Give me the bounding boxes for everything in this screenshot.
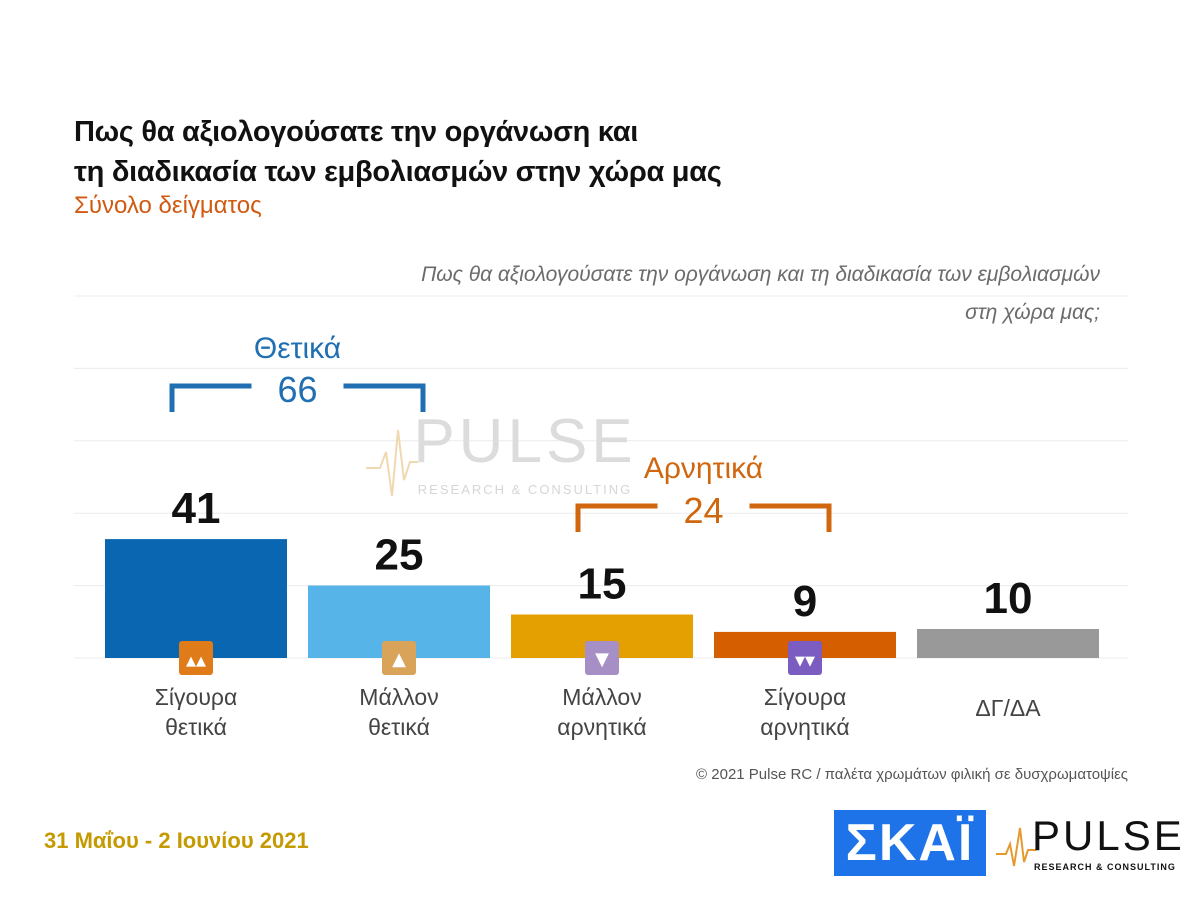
- skai-logo: ΣΚΑΪ: [834, 810, 986, 876]
- chart-title-line-2: τη διαδικασία των εμβολιασμών στην χώρα …: [74, 156, 722, 188]
- category-label: Σίγουρα: [764, 684, 847, 710]
- chart-title-line-1: Πως θα αξιολογούσατε την οργάνωση και: [74, 116, 638, 148]
- category-label: Μάλλον: [359, 684, 438, 710]
- data-label: 15: [578, 560, 627, 609]
- survey-date: 31 Μαΐου - 2 Ιουνίου 2021: [44, 828, 309, 853]
- group-label: Αρνητικά: [644, 452, 763, 485]
- category-label: Σίγουρα: [155, 684, 238, 710]
- category-label: Μάλλον: [562, 684, 641, 710]
- data-label: 25: [375, 531, 424, 580]
- category-label: θετικά: [165, 714, 227, 740]
- watermark-subtext: RESEARCH & CONSULTING: [418, 482, 632, 497]
- data-label: 9: [793, 577, 817, 626]
- category-label: αρνητικά: [557, 714, 646, 740]
- double-thumbs-up-icon-glyph: ▲▲: [186, 654, 206, 669]
- category-label: ΔΓ/ΔΑ: [975, 695, 1041, 721]
- double-thumbs-down-icon-glyph: ▼▼: [795, 654, 815, 669]
- group-bracket-left: [575, 503, 658, 532]
- group-label: Θετικά: [254, 332, 341, 365]
- copyright-note: © 2021 Pulse RC / παλέτα χρωμάτων φιλική…: [696, 766, 1128, 783]
- pulse-logo-subtext: RESEARCH & CONSULTING: [1034, 862, 1176, 872]
- thumb-up-icon-glyph: ▲: [392, 649, 406, 670]
- watermark-wave-icon: [366, 429, 418, 497]
- chart-title: Πως θα αξιολογούσατε την οργάνωση και τη…: [74, 112, 722, 192]
- bar: [917, 629, 1099, 658]
- category-label: αρνητικά: [760, 714, 849, 740]
- group-bracket-left: [169, 383, 252, 412]
- chart-subtitle: Σύνολο δείγματος: [74, 192, 262, 219]
- group-total: 66: [277, 369, 317, 410]
- survey-question: Πως θα αξιολογούσατε την οργάνωση και τη…: [220, 256, 1100, 332]
- thumb-up-icon: [382, 641, 416, 675]
- double-thumbs-down-icon: [788, 641, 822, 675]
- group-bracket-right: [343, 383, 426, 412]
- group-bracket-right: [749, 503, 832, 532]
- bar: [105, 539, 287, 658]
- category-label: θετικά: [368, 714, 430, 740]
- data-label: 41: [172, 484, 221, 533]
- pulse-logo: PULSE RESEARCH & CONSULTING: [996, 812, 1182, 878]
- bar-chart: PULSE RESEARCH & CONSULTING 41 Σίγουρα θετικ…: [74, 295, 1128, 740]
- watermark-text: PULSE: [413, 407, 636, 476]
- survey-question-line-2: στη χώρα μας;: [965, 301, 1100, 324]
- data-label: 10: [984, 574, 1033, 623]
- thumb-down-icon: [585, 641, 619, 675]
- group-total: 24: [683, 490, 723, 531]
- survey-question-line-1: Πως θα αξιολογούσατε την οργάνωση και τη…: [421, 263, 1100, 286]
- double-thumbs-up-icon: [179, 641, 213, 675]
- pulse-wave-icon: [996, 827, 1036, 867]
- pulse-logo-text: PULSE: [1032, 812, 1185, 859]
- thumb-down-icon-glyph: ▼: [595, 649, 609, 670]
